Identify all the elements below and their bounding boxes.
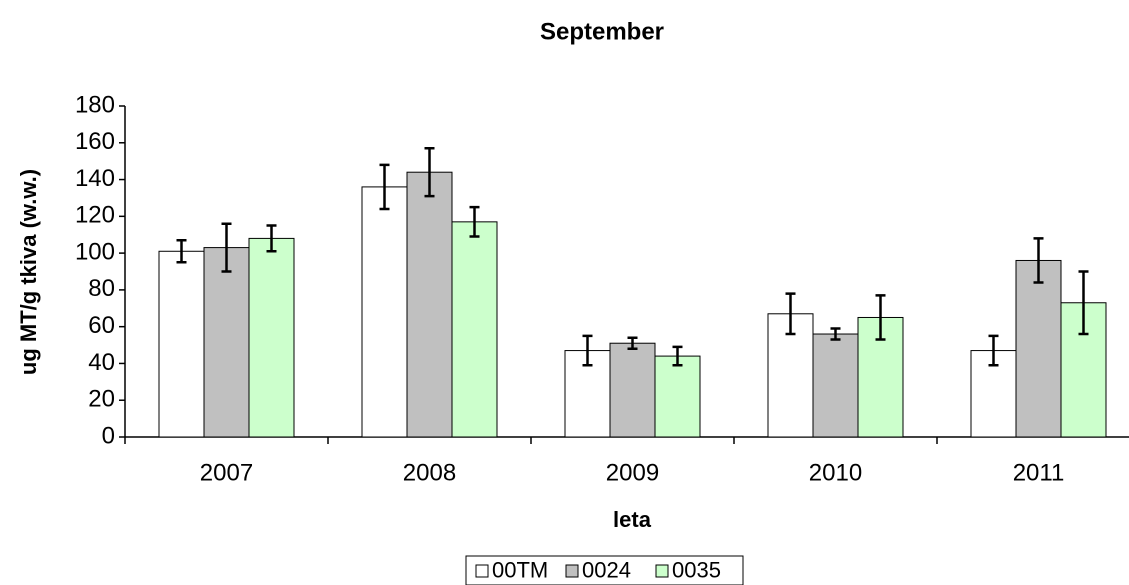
x-tick-label: 2008 (403, 459, 456, 486)
y-tick-label: 80 (88, 275, 115, 302)
x-tick-label: 2007 (200, 459, 253, 486)
y-tick-label: 20 (88, 386, 115, 413)
error-bar (266, 224, 277, 253)
legend-swatch (565, 564, 579, 578)
error-bar (830, 327, 841, 341)
x-axis-title: leta (613, 507, 652, 532)
legend-swatch (475, 564, 489, 578)
y-tick-label: 160 (75, 128, 115, 155)
y-tick-label: 100 (75, 238, 115, 265)
error-bar (1033, 237, 1044, 284)
legend-swatch (655, 564, 669, 578)
bar (248, 237, 295, 438)
y-tick-label: 140 (75, 165, 115, 192)
error-bar (672, 345, 683, 367)
error-bar (582, 334, 593, 367)
bar (812, 333, 859, 438)
bar (451, 221, 498, 438)
x-tick-label: 2009 (606, 459, 659, 486)
bar (203, 247, 250, 438)
bar (361, 186, 408, 438)
legend-label: 0024 (582, 557, 631, 582)
legend-label: 00TM (492, 557, 548, 582)
error-bar (627, 336, 638, 350)
y-tick-label: 0 (102, 422, 115, 449)
error-bar (875, 294, 886, 341)
chart-title: September (540, 18, 664, 45)
bar (654, 355, 701, 438)
y-tick-label: 60 (88, 312, 115, 339)
y-tick-label: 40 (88, 349, 115, 376)
y-axis-title: ug MT/g tkiva (w.w.) (16, 169, 41, 375)
error-bar (469, 205, 480, 238)
error-bar (379, 163, 390, 211)
error-bar (221, 222, 232, 273)
bar (1015, 259, 1062, 438)
legend-label: 0035 (672, 557, 721, 582)
bar (609, 342, 656, 438)
legend-box (465, 555, 744, 585)
error-bar (988, 334, 999, 367)
x-tick-label: 2010 (809, 459, 862, 486)
bar (158, 250, 205, 438)
error-bar (1078, 270, 1089, 336)
y-tick-label: 120 (75, 202, 115, 229)
error-bar (785, 292, 796, 336)
x-tick-label: 2011 (1013, 459, 1065, 486)
bar (406, 171, 453, 438)
error-bar (424, 147, 435, 198)
error-bar (176, 238, 187, 264)
y-tick-label: 180 (75, 91, 115, 118)
